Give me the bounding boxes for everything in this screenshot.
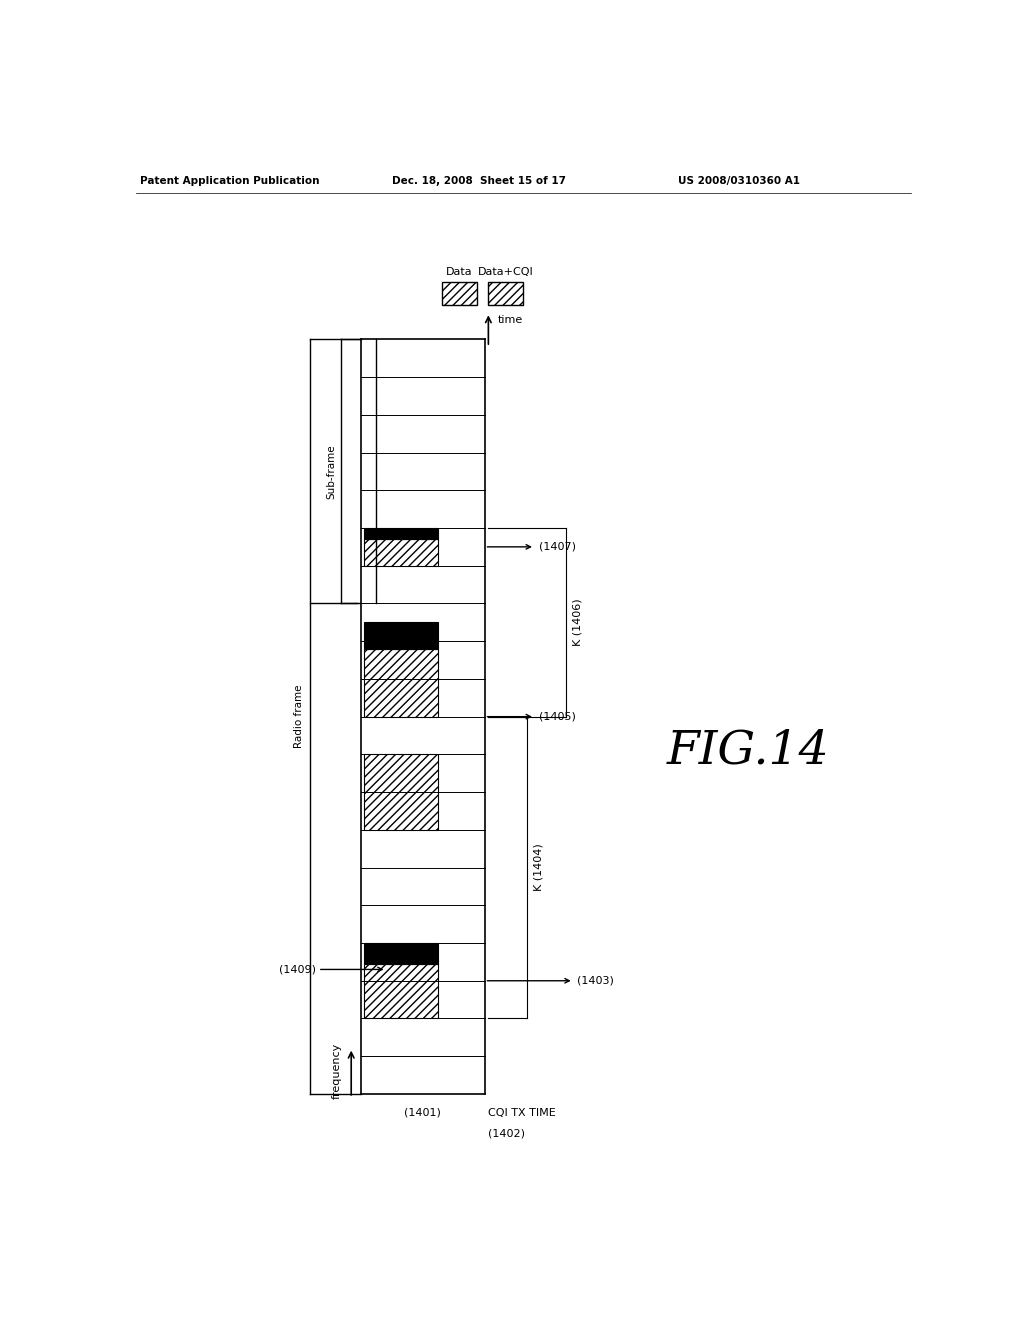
Bar (365, 648, 438, 717)
Text: (1401): (1401) (404, 1107, 441, 1118)
Text: Sub-frame: Sub-frame (327, 444, 337, 499)
Text: (1403): (1403) (578, 975, 614, 986)
Text: K (1404): K (1404) (534, 843, 544, 891)
Bar (365, 755, 438, 830)
Text: CQI TX TIME: CQI TX TIME (488, 1107, 556, 1118)
Bar (365, 539, 438, 566)
Bar (442, 281, 477, 305)
Text: (1407): (1407) (539, 543, 575, 552)
Bar (365, 964, 438, 1019)
Bar (488, 281, 523, 305)
Text: frequency: frequency (332, 1043, 342, 1100)
Text: Data+CQI: Data+CQI (478, 267, 534, 277)
Text: (1405): (1405) (539, 711, 575, 722)
Text: Dec. 18, 2008  Sheet 15 of 17: Dec. 18, 2008 Sheet 15 of 17 (391, 176, 565, 186)
Text: US 2008/0310360 A1: US 2008/0310360 A1 (678, 176, 800, 186)
Text: (1409): (1409) (279, 965, 315, 974)
Text: (1402): (1402) (488, 1129, 525, 1139)
Text: Radio frame: Radio frame (294, 685, 304, 748)
Bar (365, 622, 438, 648)
Bar (365, 528, 438, 539)
Text: K (1406): K (1406) (572, 598, 582, 645)
Text: time: time (498, 315, 523, 325)
Text: Data: Data (446, 267, 473, 277)
Bar (365, 942, 438, 964)
Text: Patent Application Publication: Patent Application Publication (139, 176, 319, 186)
Text: FIG.14: FIG.14 (667, 729, 829, 774)
